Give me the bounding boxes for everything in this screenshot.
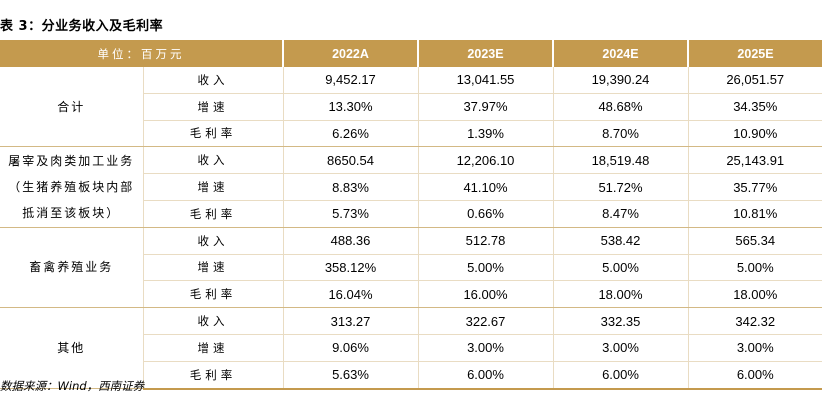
- value-cell: 37.97%: [418, 93, 554, 121]
- metric-label: 收入: [143, 146, 284, 175]
- value-cell: 3.00%: [553, 334, 689, 362]
- value-cell: 16.04%: [283, 280, 419, 309]
- value-cell: 34.35%: [688, 93, 822, 121]
- metric-label: 毛利率: [143, 120, 284, 148]
- value-cell: 5.73%: [283, 200, 419, 228]
- table-row: 毛利率 5.63% 6.00% 6.00% 6.00%: [0, 361, 822, 390]
- metric-label: 收入: [143, 67, 284, 94]
- value-cell: 5.00%: [418, 254, 554, 282]
- value-cell: 10.90%: [688, 120, 822, 148]
- value-cell: 6.00%: [553, 361, 689, 390]
- metric-label: 增速: [143, 93, 284, 121]
- value-cell: 35.77%: [688, 173, 822, 201]
- metric-label: 收入: [143, 307, 284, 335]
- data-source-note: 数据来源：Wind，西南证券: [0, 379, 145, 393]
- table-row: 合计 收入 9,452.17 13,041.55 19,390.24 26,05…: [0, 67, 822, 148]
- value-cell: 13,041.55: [418, 67, 554, 94]
- metric-label: 增速: [143, 334, 284, 362]
- value-cell: 358.12%: [283, 254, 419, 282]
- value-cell: 9.06%: [283, 334, 419, 362]
- value-cell: 16.00%: [418, 280, 554, 309]
- value-cell: 538.42: [553, 227, 689, 255]
- value-cell: 6.00%: [418, 361, 554, 390]
- value-cell: 6.26%: [283, 120, 419, 148]
- year-header: 2025E: [688, 40, 822, 67]
- metric-label: 毛利率: [143, 280, 284, 309]
- value-cell: 332.35: [553, 307, 689, 335]
- table-row: 增速 8.83% 41.10% 51.72% 35.77%: [0, 173, 822, 201]
- value-cell: 3.00%: [418, 334, 554, 362]
- value-cell: 19,390.24: [553, 67, 689, 94]
- value-cell: 313.27: [283, 307, 419, 335]
- segment-name: 合计: [0, 67, 144, 148]
- year-header: 2024E: [553, 40, 689, 67]
- value-cell: 6.00%: [688, 361, 822, 390]
- value-cell: 48.68%: [553, 93, 689, 121]
- value-cell: 5.00%: [688, 254, 822, 282]
- table-row: 其他 收入 313.27 322.67 332.35 342.32: [0, 307, 822, 390]
- value-cell: 26,051.57: [688, 67, 822, 94]
- value-cell: 12,206.10: [418, 146, 554, 175]
- unit-header: 单位：百万元: [0, 40, 284, 67]
- table-row: 增速 358.12% 5.00% 5.00% 5.00%: [0, 254, 822, 282]
- value-cell: 51.72%: [553, 173, 689, 201]
- value-cell: 8650.54: [283, 146, 419, 175]
- value-cell: 5.00%: [553, 254, 689, 282]
- value-cell: 488.36: [283, 227, 419, 255]
- table-row: 毛利率 16.04% 16.00% 18.00% 18.00%: [0, 280, 822, 309]
- value-cell: 18,519.48: [553, 146, 689, 175]
- revenue-margin-table: 单位：百万元 2022A 2023E 2024E 2025E 合计 收入 9,4…: [0, 40, 822, 390]
- table-title: 表 3：分业务收入及毛利率: [0, 19, 164, 34]
- metric-label: 增速: [143, 173, 284, 201]
- value-cell: 8.83%: [283, 173, 419, 201]
- header-row: 单位：百万元 2022A 2023E 2024E 2025E: [0, 40, 822, 67]
- value-cell: 0.66%: [418, 200, 554, 228]
- value-cell: 9,452.17: [283, 67, 419, 94]
- value-cell: 10.81%: [688, 200, 822, 228]
- value-cell: 342.32: [688, 307, 822, 335]
- value-cell: 41.10%: [418, 173, 554, 201]
- value-cell: 18.00%: [553, 280, 689, 309]
- year-header: 2023E: [418, 40, 554, 67]
- value-cell: 18.00%: [688, 280, 822, 309]
- segment-name: 其他: [0, 307, 144, 390]
- metric-label: 毛利率: [143, 361, 284, 390]
- table-row: 畜禽养殖业务 收入 488.36 512.78 538.42 565.34: [0, 227, 822, 309]
- segment-name: 屠宰及肉类加工业务（生猪养殖板块内部抵消至该板块）: [0, 146, 144, 228]
- value-cell: 3.00%: [688, 334, 822, 362]
- year-header: 2022A: [283, 40, 419, 67]
- value-cell: 1.39%: [418, 120, 554, 148]
- metric-label: 增速: [143, 254, 284, 282]
- value-cell: 512.78: [418, 227, 554, 255]
- table-row: 毛利率 5.73% 0.66% 8.47% 10.81%: [0, 200, 822, 228]
- value-cell: 25,143.91: [688, 146, 822, 175]
- value-cell: 322.67: [418, 307, 554, 335]
- table-row: 增速 13.30% 37.97% 48.68% 34.35%: [0, 93, 822, 121]
- value-cell: 8.70%: [553, 120, 689, 148]
- value-cell: 5.63%: [283, 361, 419, 390]
- table-row: 毛利率 6.26% 1.39% 8.70% 10.90%: [0, 120, 822, 148]
- metric-label: 收入: [143, 227, 284, 255]
- value-cell: 565.34: [688, 227, 822, 255]
- table-row: 屠宰及肉类加工业务（生猪养殖板块内部抵消至该板块） 收入 8650.54 12,…: [0, 146, 822, 228]
- value-cell: 13.30%: [283, 93, 419, 121]
- value-cell: 8.47%: [553, 200, 689, 228]
- segment-name: 畜禽养殖业务: [0, 227, 144, 309]
- table-row: 增速 9.06% 3.00% 3.00% 3.00%: [0, 334, 822, 362]
- metric-label: 毛利率: [143, 200, 284, 228]
